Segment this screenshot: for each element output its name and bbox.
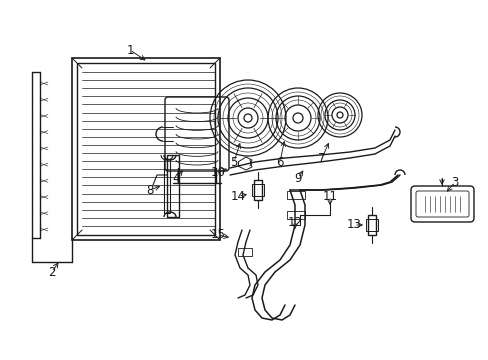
- Text: 9: 9: [294, 171, 301, 184]
- Bar: [238, 248, 251, 256]
- Text: 8: 8: [146, 184, 153, 197]
- Bar: [77, 63, 215, 235]
- Bar: [367, 215, 375, 235]
- Text: 6: 6: [276, 156, 283, 168]
- Bar: [167, 155, 179, 217]
- Text: 11: 11: [322, 189, 337, 202]
- Bar: [251, 184, 264, 196]
- Text: 15: 15: [210, 229, 225, 242]
- Bar: [365, 219, 377, 231]
- Text: 13: 13: [346, 219, 361, 231]
- Text: 12: 12: [287, 216, 302, 229]
- Bar: [286, 211, 305, 219]
- Bar: [72, 58, 220, 240]
- Bar: [253, 180, 262, 200]
- Text: 10: 10: [210, 166, 225, 179]
- Text: 14: 14: [230, 189, 245, 202]
- Text: 5: 5: [230, 156, 237, 168]
- Text: 7: 7: [318, 152, 325, 165]
- Text: 1: 1: [126, 44, 134, 57]
- Bar: [163, 159, 170, 213]
- Text: 3: 3: [450, 175, 458, 189]
- Text: 2: 2: [48, 266, 56, 279]
- Text: 4: 4: [172, 171, 180, 184]
- Bar: [286, 191, 305, 199]
